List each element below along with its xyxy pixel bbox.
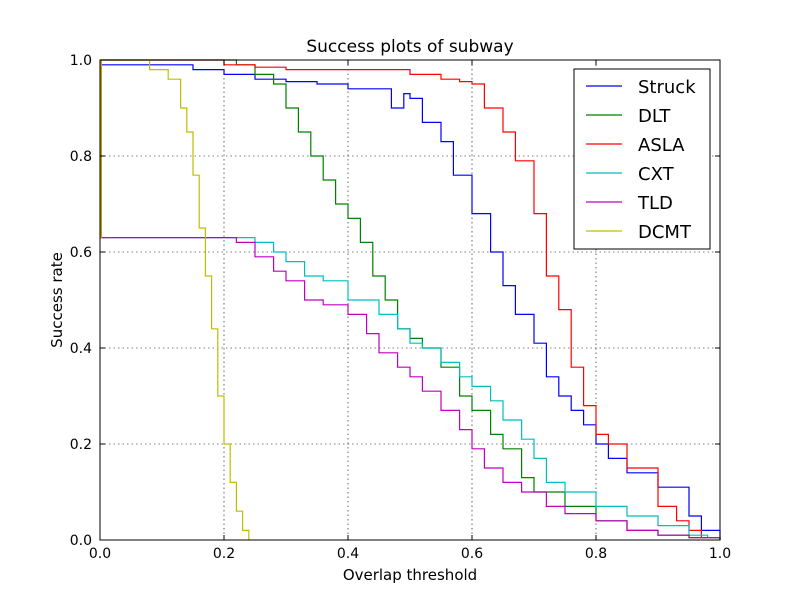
y-tick-label: 0.8	[70, 149, 92, 165]
x-tick-label: 1.0	[709, 546, 731, 562]
series-line-struck	[100, 64, 721, 538]
x-tick-label: 0.0	[89, 546, 111, 562]
y-tick-label: 0.0	[70, 533, 92, 549]
x-tick-label: 0.2	[213, 546, 235, 562]
x-axis-label: Overlap threshold	[343, 566, 477, 584]
y-tick-label: 0.4	[70, 341, 92, 357]
x-tick-label: 0.8	[585, 546, 607, 562]
legend-label: DLT	[638, 106, 671, 127]
legend: Struck DLT ASLA CXT TLD DCMT	[573, 68, 711, 250]
plot-frame	[99, 59, 721, 541]
x-tick-label: 0.4	[337, 546, 359, 562]
series-line-cxt	[100, 237, 721, 540]
y-tick-label: 0.6	[70, 245, 92, 261]
legend-label: Struck	[638, 77, 696, 98]
y-tick-label: 0.2	[70, 437, 92, 453]
axis-ticks: 0.0 0.2 0.4 0.6 0.8 1.0 0.0 0.2 0.4 0.6 0.8 1.0	[70, 53, 731, 562]
legend-label: TLD	[637, 193, 673, 214]
series-lines	[100, 59, 721, 540]
series-line-tld	[100, 237, 721, 540]
legend-label: CXT	[638, 164, 675, 185]
chart-title: Success plots of subway	[306, 37, 513, 57]
legend-label: DCMT	[638, 222, 692, 243]
x-tick-label: 0.6	[461, 546, 483, 562]
y-tick-label: 1.0	[70, 53, 92, 69]
y-axis-label: Success rate	[48, 252, 66, 348]
legend-label: ASLA	[638, 135, 685, 156]
series-line-dcmt	[100, 59, 250, 540]
legend-box	[573, 68, 711, 250]
series-line-asla	[100, 59, 721, 540]
